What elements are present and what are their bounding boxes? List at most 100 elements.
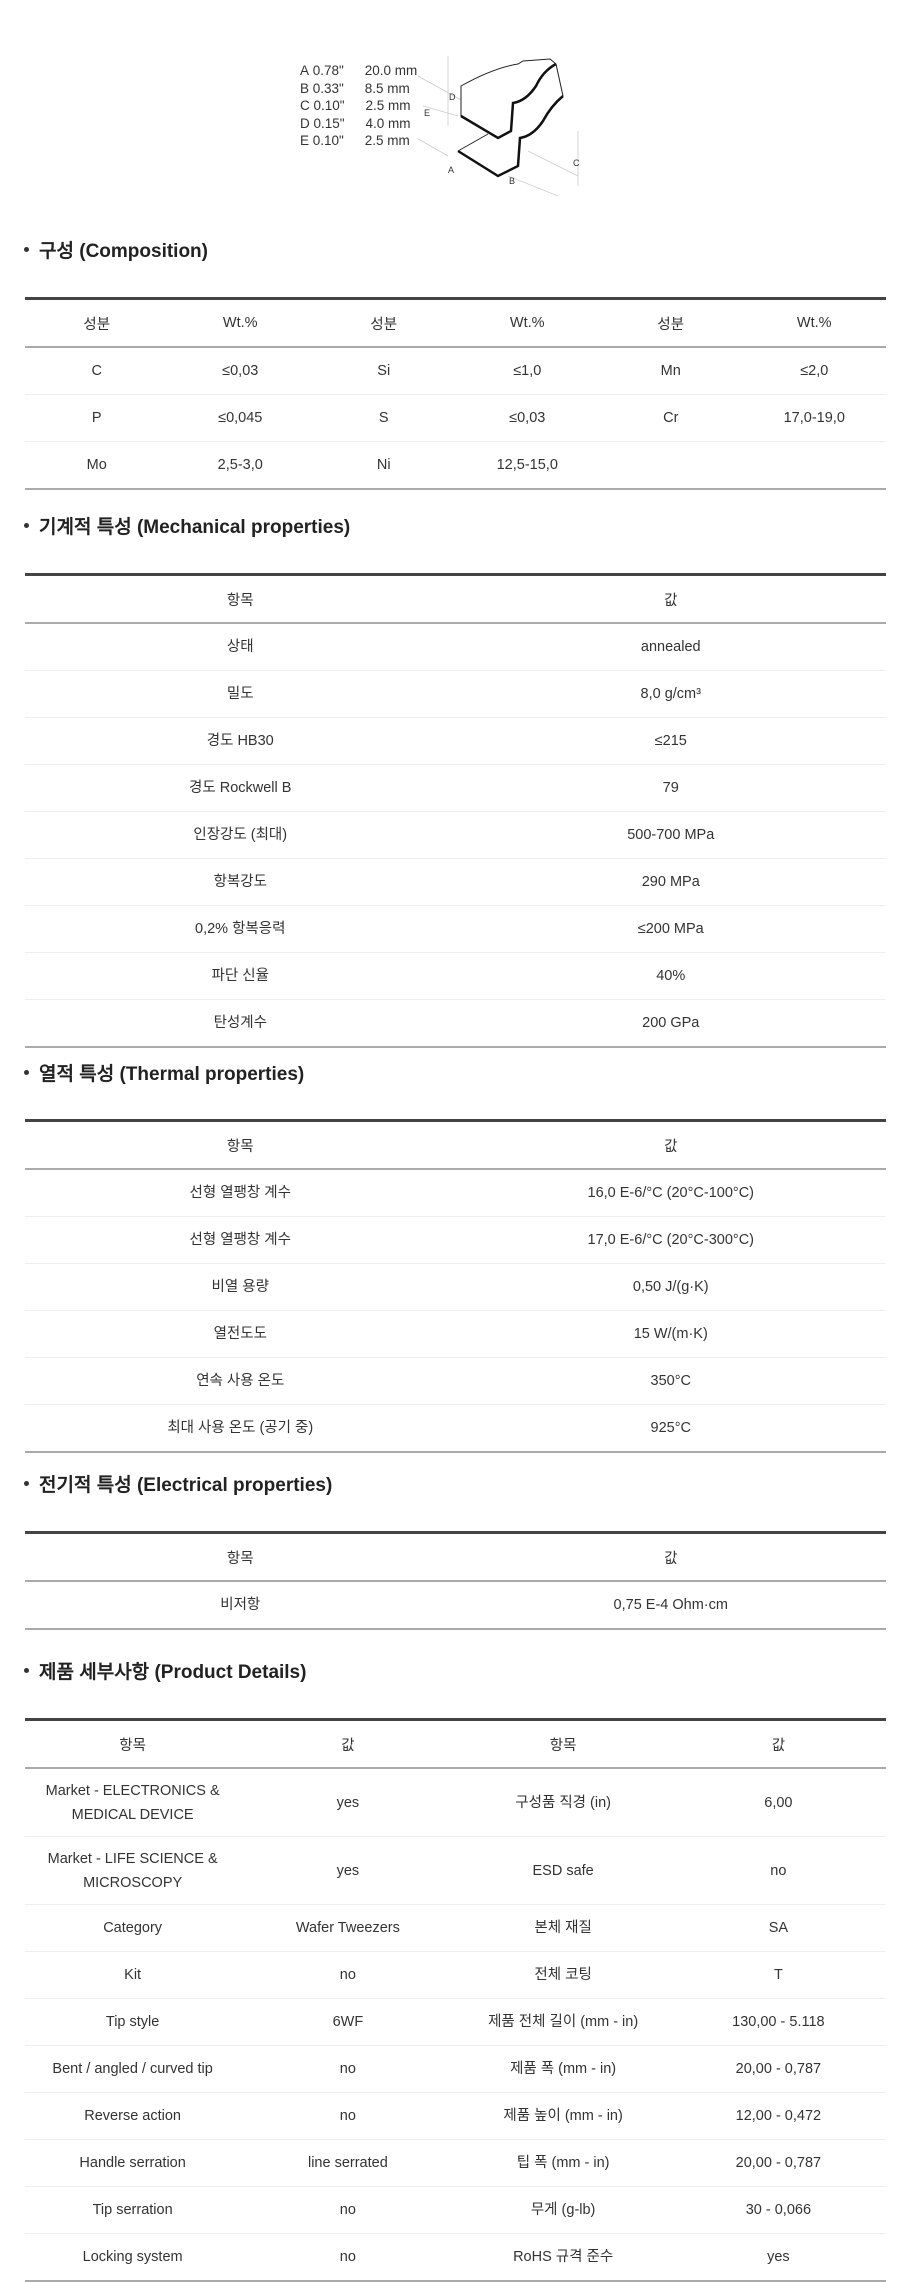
header-row: 항목 값 항목 값 bbox=[25, 1719, 886, 1768]
table-cell: 파단 신율 bbox=[25, 952, 456, 1000]
table-cell: Kit bbox=[25, 1951, 241, 1999]
table-cell: no bbox=[240, 2045, 456, 2093]
table-cell: no bbox=[240, 2186, 456, 2234]
table-cell: yes bbox=[240, 1768, 456, 1837]
table-cell: S bbox=[312, 394, 456, 442]
thermal-table: 항목 값 선형 열팽창 계수 16,0 E-6/°C (20°C-100°C) 선형 열… bbox=[25, 1119, 886, 1453]
table-cell: 선형 열팽창 계수 bbox=[25, 1216, 456, 1264]
dimension-row: D 0.15" 4.0 mm bbox=[300, 115, 411, 131]
table-cell: RoHS 규격 준수 bbox=[455, 2233, 671, 2282]
column-header: 성분 bbox=[83, 316, 111, 333]
table-cell: Handle serration bbox=[25, 2139, 241, 2187]
table-cell: 제품 폭 (mm - in) bbox=[455, 2045, 671, 2093]
table-cell: 상태 bbox=[25, 623, 456, 671]
table-cell: line serrated bbox=[240, 2139, 456, 2187]
table-row: 선형 열팽창 계수 17,0 E-6/°C (20°C-300°C) bbox=[25, 1216, 886, 1264]
table-cell: 항복강도 bbox=[25, 858, 456, 906]
table-cell: 구성품 직경 (in) bbox=[455, 1768, 671, 1837]
table-row: Reverse action no 제품 높이 (mm - in) 12,00 - 0… bbox=[25, 2092, 886, 2140]
table-cell: Category bbox=[25, 1904, 241, 1952]
svg-text:B: B bbox=[509, 176, 515, 186]
table-cell: 무게 (g-lb) bbox=[455, 2186, 671, 2234]
table-cell: ≤0,045 bbox=[168, 394, 312, 442]
table-cell: 본체 재질 bbox=[455, 1904, 671, 1952]
header-row: 항목 값 bbox=[25, 574, 886, 623]
svg-text:A: A bbox=[448, 165, 454, 175]
table-row: 인장강도 (최대) 500-700 MPa bbox=[25, 811, 886, 859]
table-cell: ≤0,03 bbox=[168, 347, 312, 395]
table-cell: ≤1,0 bbox=[455, 347, 599, 395]
table-row: 상태 annealed bbox=[25, 623, 886, 671]
table-cell: ≤215 bbox=[455, 717, 886, 765]
column-header: 항목 bbox=[119, 1737, 146, 1754]
svg-text:E: E bbox=[424, 108, 430, 118]
table-cell: 16,0 E-6/°C (20°C-100°C) bbox=[455, 1169, 886, 1217]
table-cell: yes bbox=[240, 1836, 456, 1905]
table-row: 경도 HB30 ≤215 bbox=[25, 717, 886, 765]
column-header: 항목 bbox=[226, 1550, 254, 1567]
dimension-row: B 0.33" 8.5 mm bbox=[300, 80, 410, 96]
table-row: Mo 2,5-3,0 Ni 12,5-15,0 bbox=[25, 441, 886, 490]
table-cell: 제품 높이 (mm - in) bbox=[455, 2092, 671, 2140]
table-cell: 925°C bbox=[455, 1404, 886, 1453]
dimension-list: A 0.78" 20.0 mm B 0.33" 8.5 mm C 0.10" 2.5 … bbox=[300, 62, 417, 150]
table-cell: 6WF bbox=[240, 1998, 456, 2046]
table-cell: 선형 열팽창 계수 bbox=[25, 1169, 456, 1217]
table-row: Category Wafer Tweezers 본체 재질 SA bbox=[25, 1904, 886, 1952]
table-cell: 밀도 bbox=[25, 670, 456, 718]
table-cell: 비저항 bbox=[25, 1581, 456, 1630]
electrical-table: 항목 값 비저항 0,75 E-4 Ohm·cm bbox=[25, 1531, 886, 1630]
table-cell: 350°C bbox=[455, 1357, 886, 1405]
column-header: Wt.% bbox=[509, 315, 545, 331]
column-header: 항목 bbox=[226, 1138, 254, 1155]
table-cell: 290 MPa bbox=[455, 858, 886, 906]
bullet-icon bbox=[24, 1070, 29, 1075]
table-row: 연속 사용 온도 350°C bbox=[25, 1357, 886, 1405]
thermal-title: 열적 특성 (Thermal properties) bbox=[24, 1059, 304, 1086]
table-cell: no bbox=[670, 1836, 886, 1905]
tweezer-tip-drawing: D E A B C bbox=[418, 56, 580, 196]
product-details-table: 항목 값 항목 값 Market - ELECTRONICS & MEDICAL DEV… bbox=[25, 1718, 886, 2282]
table-cell: 2,5-3,0 bbox=[168, 441, 312, 490]
table-cell: Market - ELECTRONICS & MEDICAL DEVICE bbox=[25, 1768, 241, 1837]
table-cell bbox=[742, 441, 886, 490]
tip-dimension-diagram: A 0.78" 20.0 mm B 0.33" 8.5 mm C 0.10" 2.5 … bbox=[300, 56, 600, 196]
column-header: 성분 bbox=[657, 316, 685, 333]
bullet-icon bbox=[24, 247, 29, 252]
table-cell: Bent / angled / curved tip bbox=[25, 2045, 241, 2093]
table-cell: 500-700 MPa bbox=[455, 811, 886, 859]
table-row: 열전도도 15 W/(m·K) bbox=[25, 1310, 886, 1358]
table-row: Bent / angled / curved tip no 제품 폭 (mm - i… bbox=[25, 2045, 886, 2093]
table-row: C ≤0,03 Si ≤1,0 Mn ≤2,0 bbox=[25, 347, 886, 395]
svg-text:C: C bbox=[573, 158, 580, 168]
column-header: Wt.% bbox=[796, 315, 832, 331]
table-cell bbox=[599, 441, 743, 490]
table-row: Locking system no RoHS 규격 준수 yes bbox=[25, 2233, 886, 2282]
table-cell: 비열 용량 bbox=[25, 1263, 456, 1311]
table-row: Kit no 전체 코팅 T bbox=[25, 1951, 886, 1999]
table-cell: C bbox=[25, 347, 169, 395]
column-header: 값 bbox=[341, 1737, 355, 1754]
table-row: 선형 열팽창 계수 16,0 E-6/°C (20°C-100°C) bbox=[25, 1169, 886, 1217]
header-row: 항목 값 bbox=[25, 1532, 886, 1581]
table-row: 밀도 8,0 g/cm³ bbox=[25, 670, 886, 718]
table-cell: no bbox=[240, 2233, 456, 2282]
bullet-icon bbox=[24, 523, 29, 528]
table-cell: 130,00 - 5.118 bbox=[670, 1998, 886, 2046]
table-cell: no bbox=[240, 1951, 456, 1999]
composition-table: 성분 Wt.% 성분 Wt.% 성분 Wt.% C ≤0,03 Si ≤1,0 Mn ≤2,0 P ≤0,… bbox=[25, 297, 886, 490]
svg-text:D: D bbox=[449, 92, 456, 102]
table-cell: 20,00 - 0,787 bbox=[670, 2045, 886, 2093]
table-row: 비열 용량 0,50 J/(g·K) bbox=[25, 1263, 886, 1311]
table-cell: 열전도도 bbox=[25, 1310, 456, 1358]
table-cell: Cr bbox=[599, 394, 743, 442]
table-cell: Si bbox=[312, 347, 456, 395]
table-cell: 팁 폭 (mm - in) bbox=[455, 2139, 671, 2187]
table-cell: 경도 HB30 bbox=[25, 717, 456, 765]
table-cell: 0,2% 항복응력 bbox=[25, 905, 456, 953]
table-row: 탄성계수 200 GPa bbox=[25, 999, 886, 1048]
table-row: Market - ELECTRONICS & MEDICAL DEVICE yes… bbox=[25, 1768, 886, 1837]
table-cell: Tip serration bbox=[25, 2186, 241, 2234]
table-cell: P bbox=[25, 394, 169, 442]
table-cell: Mn bbox=[599, 347, 743, 395]
